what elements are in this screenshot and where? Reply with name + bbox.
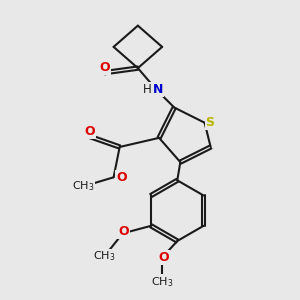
Text: O: O [116, 171, 127, 184]
Text: O: O [99, 61, 110, 74]
Text: O: O [158, 251, 169, 264]
Text: S: S [206, 116, 214, 129]
Text: O: O [118, 225, 129, 239]
Text: CH$_3$: CH$_3$ [72, 179, 94, 193]
Text: O: O [84, 125, 95, 138]
Text: N: N [153, 83, 164, 96]
Text: CH$_3$: CH$_3$ [93, 249, 116, 263]
Text: H: H [143, 83, 152, 96]
Text: CH$_3$: CH$_3$ [151, 275, 173, 289]
